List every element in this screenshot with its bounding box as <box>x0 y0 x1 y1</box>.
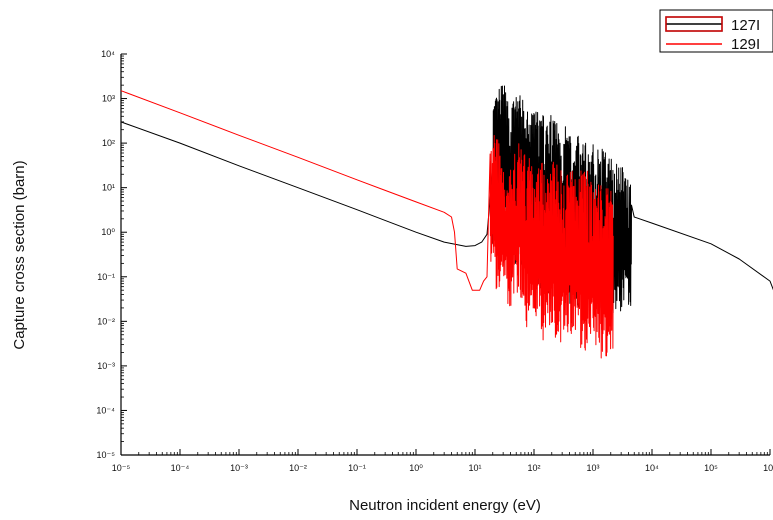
x-tick-label: 10⁻¹ <box>348 463 366 473</box>
x-tick-label: 10⁻² <box>289 463 307 473</box>
legend-swatch-129I-box <box>665 16 723 32</box>
series-line-127I <box>120 85 773 314</box>
y-tick-label: 10⁻⁴ <box>96 405 115 415</box>
ticks-layer: 10⁻⁵ 10⁻⁴ 10⁻³ 10⁻² 10⁻¹ 10⁰ 10¹ 10² 10³ 10⁴ 10⁵ 10… <box>96 49 773 473</box>
legend-label-127I: 127I <box>731 17 760 34</box>
x-axis-title: Neutron incident energy (eV) <box>349 497 541 514</box>
x-tick-label: 10⁻⁵ <box>112 463 131 473</box>
x-tick-label: 10⁻⁴ <box>171 463 190 473</box>
x-tick-label: 10⁰ <box>409 463 423 473</box>
x-tick-label: 10⁴ <box>645 463 659 473</box>
x-tick-label: 10⁵ <box>704 463 718 473</box>
y-tick-label: 10¹ <box>102 183 115 193</box>
y-tick-label: 10⁰ <box>101 227 115 237</box>
y-tick-label: 10² <box>102 138 115 148</box>
y-tick-label: 10⁻² <box>97 316 115 326</box>
y-tick-label: 10⁻¹ <box>97 272 115 282</box>
y-tick-label: 10³ <box>102 94 115 104</box>
y-tick-label: 10⁻⁵ <box>97 450 116 460</box>
x-tick-label: 10³ <box>586 463 599 473</box>
y-tick-label: 10⁴ <box>101 49 115 59</box>
x-tick-label: 10¹ <box>468 463 481 473</box>
legend: 127I 129I <box>659 9 773 53</box>
legend-label-129I: 129I <box>731 36 760 53</box>
y-axis-title: Capture cross section (barn) <box>11 160 28 349</box>
x-tick-label: 10² <box>527 463 540 473</box>
plot-area <box>120 54 770 456</box>
y-tick-label: 10⁻³ <box>97 361 115 371</box>
series-layer <box>120 85 773 359</box>
series-line-129I <box>120 90 614 359</box>
x-tick-label: 10⁻³ <box>230 463 248 473</box>
x-tick-label: 10⁶ <box>763 463 773 473</box>
